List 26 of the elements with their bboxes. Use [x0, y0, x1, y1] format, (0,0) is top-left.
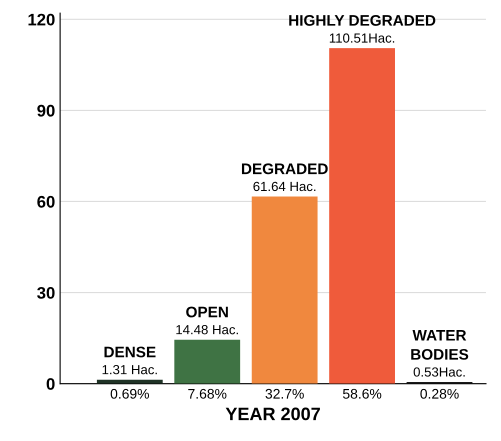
data-label: 61.64 Hac. — [253, 182, 316, 192]
data-label: 1.31 Hac. — [102, 364, 157, 374]
x-tick-label: 0.28% — [420, 388, 459, 399]
bar — [329, 48, 395, 384]
x-tick-label: 7.68% — [188, 388, 226, 399]
annotation: BODIES — [411, 348, 468, 360]
bar — [252, 196, 318, 384]
y-tick-label: 60 — [37, 196, 55, 208]
data-label: 110.51Hac. — [330, 33, 394, 43]
x-tick-label: 32.7% — [266, 388, 304, 399]
bar — [174, 340, 240, 384]
y-tick-label: 0 — [46, 378, 55, 390]
annotation: HIGHLY DEGRADED — [289, 15, 436, 26]
y-tick-label: 90 — [37, 104, 55, 117]
annotation: DEGRADED — [242, 163, 328, 174]
annotation: WATER — [412, 330, 466, 341]
annotation: DENSE — [104, 346, 156, 358]
y-tick-label: 120 — [28, 14, 55, 26]
data-label: 14.48 Hac. — [176, 324, 238, 334]
bar — [96, 380, 163, 384]
x-tick-label: 0.69% — [110, 388, 149, 399]
data-label: 0.53Hac. — [414, 367, 465, 377]
x-axis-title: YEAR 2007 — [226, 408, 320, 420]
x-tick-label: 58.6% — [342, 388, 382, 399]
annotation: OPEN — [186, 306, 228, 318]
y-tick-label: 30 — [37, 286, 55, 299]
